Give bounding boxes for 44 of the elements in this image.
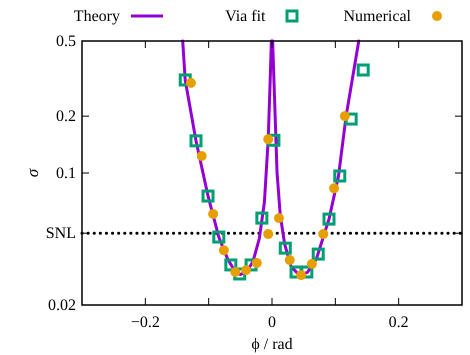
point	[263, 229, 274, 240]
point	[344, 112, 358, 126]
y-tick-label: 0.2	[56, 108, 76, 126]
point	[241, 265, 252, 276]
point	[312, 248, 325, 261]
point	[252, 258, 262, 268]
point	[208, 208, 218, 219]
point	[329, 183, 340, 194]
point	[196, 151, 207, 162]
x-tick-label: −0.2	[130, 314, 160, 331]
point	[263, 134, 274, 144]
point	[218, 245, 229, 256]
y-tick-label: 0.5	[56, 33, 76, 50]
y-tick-label: 0.02	[48, 297, 76, 314]
point	[274, 213, 284, 224]
point	[212, 230, 226, 244]
point	[290, 266, 303, 279]
point	[356, 64, 370, 77]
y-tick-label: SNL	[46, 225, 76, 242]
point	[190, 134, 202, 148]
legend-label: Via fit	[225, 8, 266, 25]
x-tick-label: 0	[268, 314, 276, 331]
point	[202, 190, 215, 203]
point	[296, 270, 306, 280]
point	[322, 212, 336, 226]
legend-label: Theory	[74, 8, 120, 25]
point	[333, 170, 346, 183]
point	[255, 212, 268, 225]
point	[230, 267, 240, 278]
point	[267, 134, 280, 147]
y-tick-label: 0.1	[56, 165, 76, 182]
point	[300, 266, 314, 279]
y-axis-title: σ	[23, 168, 42, 178]
point	[278, 242, 292, 255]
point	[284, 255, 295, 266]
point	[224, 258, 238, 272]
point	[186, 78, 196, 88]
x-axis-title: ϕ / rad	[251, 336, 293, 353]
point	[340, 111, 350, 122]
point	[306, 258, 317, 269]
legend-label: Numerical	[343, 8, 412, 25]
point	[178, 73, 192, 86]
x-tick-label: 0.2	[388, 314, 409, 331]
point	[318, 229, 328, 240]
